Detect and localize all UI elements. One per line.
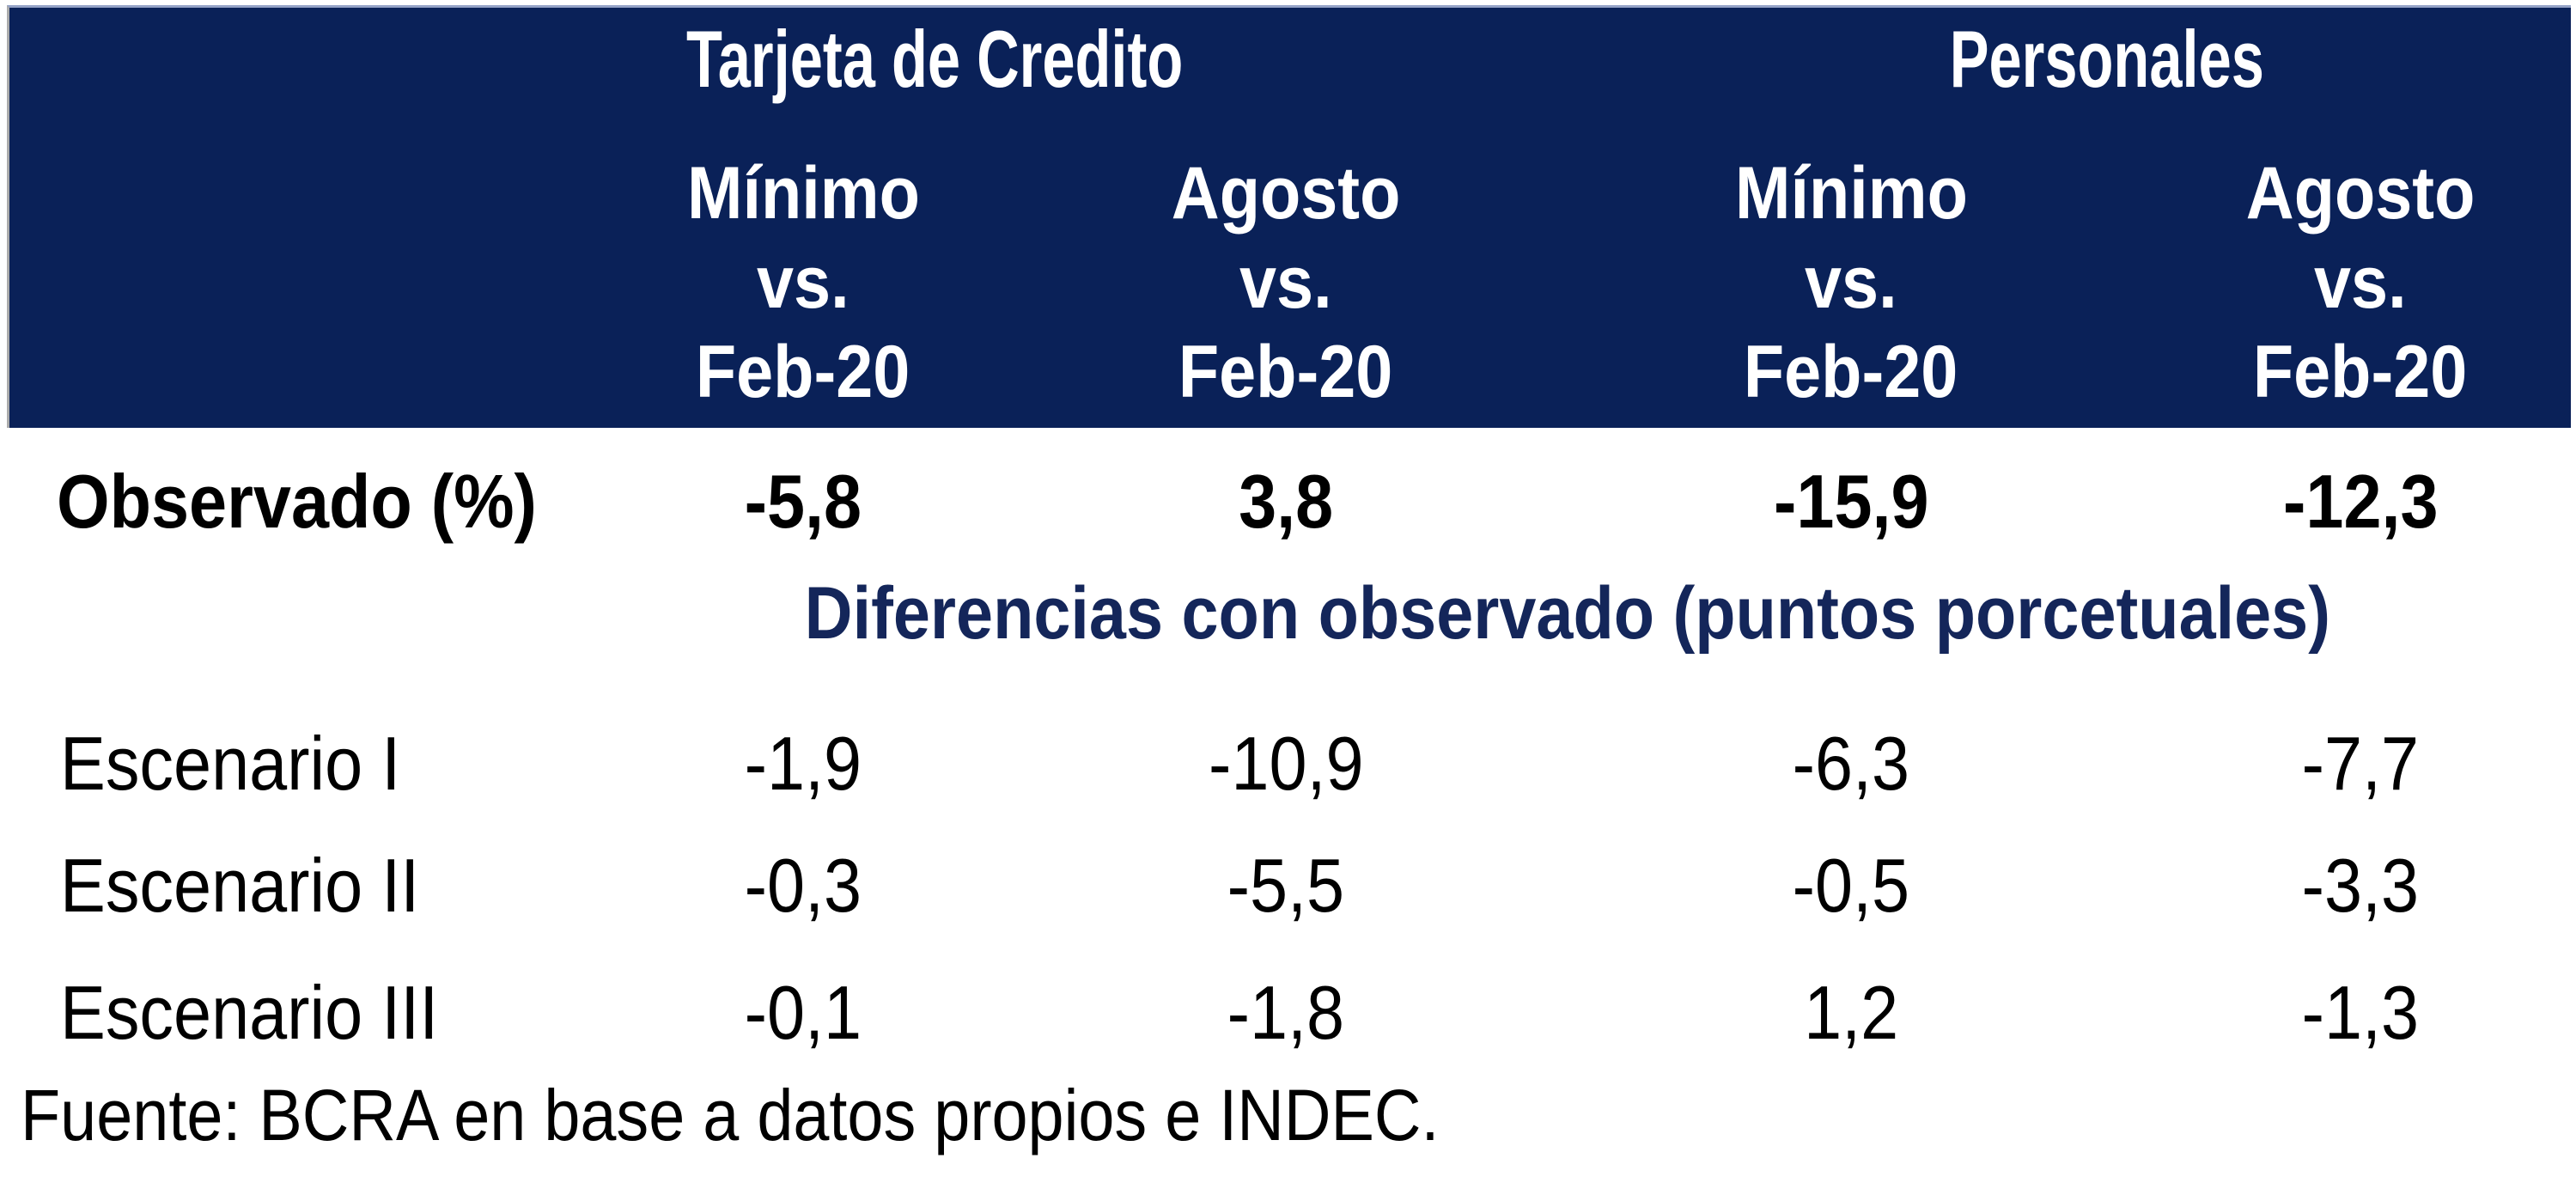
column-header-line: Mínimo <box>1734 152 1968 235</box>
column-group-tarjeta-de-credito: Tarjeta de Credito <box>545 15 1324 104</box>
table-cell: -1,9 <box>744 721 862 806</box>
table-cell: -12,3 <box>2282 459 2439 544</box>
column-group-label: Tarjeta de Credito <box>685 14 1184 104</box>
table-row-escenario-2: Escenario II -0,3 -5,5 -0,5 -3,3 <box>0 838 2576 934</box>
table-cell: -5,8 <box>744 459 862 544</box>
column-header-line: vs. <box>1805 241 1897 324</box>
table-cell: -15,9 <box>1773 459 1929 544</box>
row-label: Escenario II <box>60 843 420 928</box>
source-note: Fuente: BCRA en base a datos propios e I… <box>21 1075 1440 1155</box>
table-cell: -7,7 <box>2301 721 2420 806</box>
column-header-tc-minimo: Mínimo vs. Feb-20 <box>545 149 1061 417</box>
source-row: Fuente: BCRA en base a datos propios e I… <box>0 1068 2576 1164</box>
column-header-line: vs. <box>2314 241 2407 324</box>
table-cell: -10,9 <box>1208 721 1364 806</box>
table-cell: 1,2 <box>1803 970 1899 1055</box>
row-label: Escenario I <box>60 721 401 806</box>
section-heading: Diferencias con observado (puntos porcet… <box>804 572 2330 655</box>
table-cell: -1,3 <box>2301 970 2420 1055</box>
column-header-line: Feb-20 <box>2253 331 2468 413</box>
table-cell: -1,8 <box>1227 970 1345 1055</box>
column-group-personales: Personales <box>1718 15 2496 104</box>
table-header: Tarjeta de Credito Personales Mínimo vs.… <box>7 5 2571 428</box>
column-header-line: Feb-20 <box>696 331 910 413</box>
column-header-personales-minimo: Mínimo vs. Feb-20 <box>1593 149 2109 417</box>
column-header-line: Agosto <box>2245 152 2476 235</box>
row-label: Escenario III <box>60 970 439 1055</box>
table-row-observado: Observado (%) -5,8 3,8 -15,9 -12,3 <box>0 454 2576 550</box>
table-cell: -6,3 <box>1792 721 1910 806</box>
table-row-escenario-1: Escenario I -1,9 -10,9 -6,3 -7,7 <box>0 716 2576 812</box>
column-header-line: Agosto <box>1171 152 1401 235</box>
column-header-line: Feb-20 <box>1178 331 1393 413</box>
table-cell: -0,5 <box>1792 843 1910 928</box>
column-header-line: Feb-20 <box>1744 331 1958 413</box>
section-heading-row: Diferencias con observado (puntos porcet… <box>0 565 2576 662</box>
table-cell: -3,3 <box>2301 843 2420 928</box>
column-header-personales-agosto: Agosto vs. Feb-20 <box>2103 149 2576 417</box>
table-cell: 3,8 <box>1238 459 1334 544</box>
column-header-line: vs. <box>1239 241 1332 324</box>
row-label: Observado (%) <box>57 459 537 544</box>
table-cell: -0,1 <box>744 970 862 1055</box>
column-header-line: Mínimo <box>686 152 920 235</box>
column-header-line: vs. <box>757 241 850 324</box>
table-row-escenario-3: Escenario III -0,1 -1,8 1,2 -1,3 <box>0 965 2576 1061</box>
table-cell: -0,3 <box>744 843 862 928</box>
table-cell: -5,5 <box>1227 843 1345 928</box>
column-group-label: Personales <box>1949 14 2265 104</box>
column-header-tc-agosto: Agosto vs. Feb-20 <box>1028 149 1544 417</box>
